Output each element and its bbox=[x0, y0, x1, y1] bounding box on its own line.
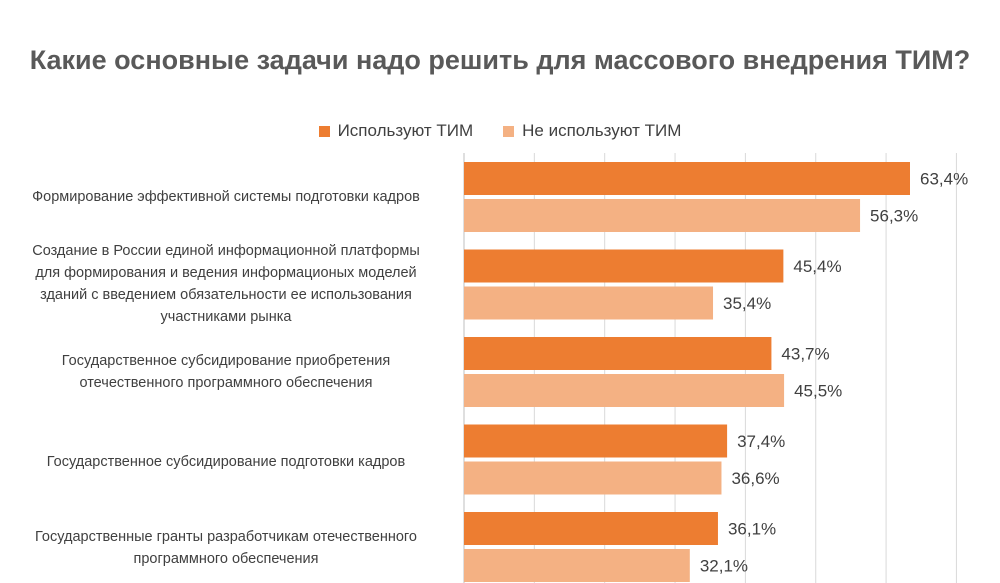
category-label-5: Государственные гранты разработчикам оте… bbox=[35, 529, 417, 567]
legend-label-series-2: Не используют ТИМ bbox=[522, 121, 682, 140]
bar-not-using-2 bbox=[464, 286, 714, 320]
chart-title: Какие основные задачи надо решить для ма… bbox=[29, 45, 971, 75]
bar-using-3 bbox=[464, 337, 772, 370]
legend-swatch-series-2 bbox=[503, 125, 515, 137]
data-label-not-using-3: 45,5% bbox=[794, 382, 842, 401]
data-label-using-5: 36,1% bbox=[728, 520, 776, 539]
data-label-using-1: 63,4% bbox=[920, 170, 968, 189]
bar-using-5 bbox=[464, 512, 718, 545]
legend-item-series-2: Не используют ТИМ bbox=[503, 121, 681, 141]
data-label-not-using-2: 35,4% bbox=[723, 294, 771, 313]
bar-using-1 bbox=[464, 162, 910, 195]
legend-swatch-series-1 bbox=[318, 125, 330, 137]
bar-using-4 bbox=[464, 424, 728, 458]
legend: Используют ТИМ Не используют ТИМ bbox=[0, 121, 1000, 141]
data-label-not-using-4: 36,6% bbox=[731, 469, 779, 488]
data-label-not-using-5: 32,1% bbox=[700, 557, 748, 576]
bar-not-using-4 bbox=[464, 461, 722, 495]
data-label-using-3: 43,7% bbox=[781, 345, 829, 364]
bar-not-using-5 bbox=[464, 549, 690, 582]
legend-item-series-1: Используют ТИМ bbox=[318, 121, 474, 141]
category-label-1: Формирование эффективной системы подгото… bbox=[32, 189, 420, 205]
category-label-4: Государственное субсидирование подготовк… bbox=[46, 454, 406, 470]
category-label-2: Создание в России единой информационной … bbox=[32, 243, 420, 325]
data-label-using-2: 45,4% bbox=[793, 257, 841, 276]
bar-not-using-3 bbox=[464, 374, 785, 407]
legend-label-series-1: Используют ТИМ bbox=[337, 121, 474, 140]
data-label-using-4: 37,4% bbox=[737, 432, 785, 451]
bar-not-using-1 bbox=[464, 199, 861, 232]
bar-using-2 bbox=[464, 249, 784, 283]
data-label-not-using-1: 56,3% bbox=[870, 207, 918, 226]
category-label-3: Государственное субсидирование приобрете… bbox=[61, 353, 391, 391]
